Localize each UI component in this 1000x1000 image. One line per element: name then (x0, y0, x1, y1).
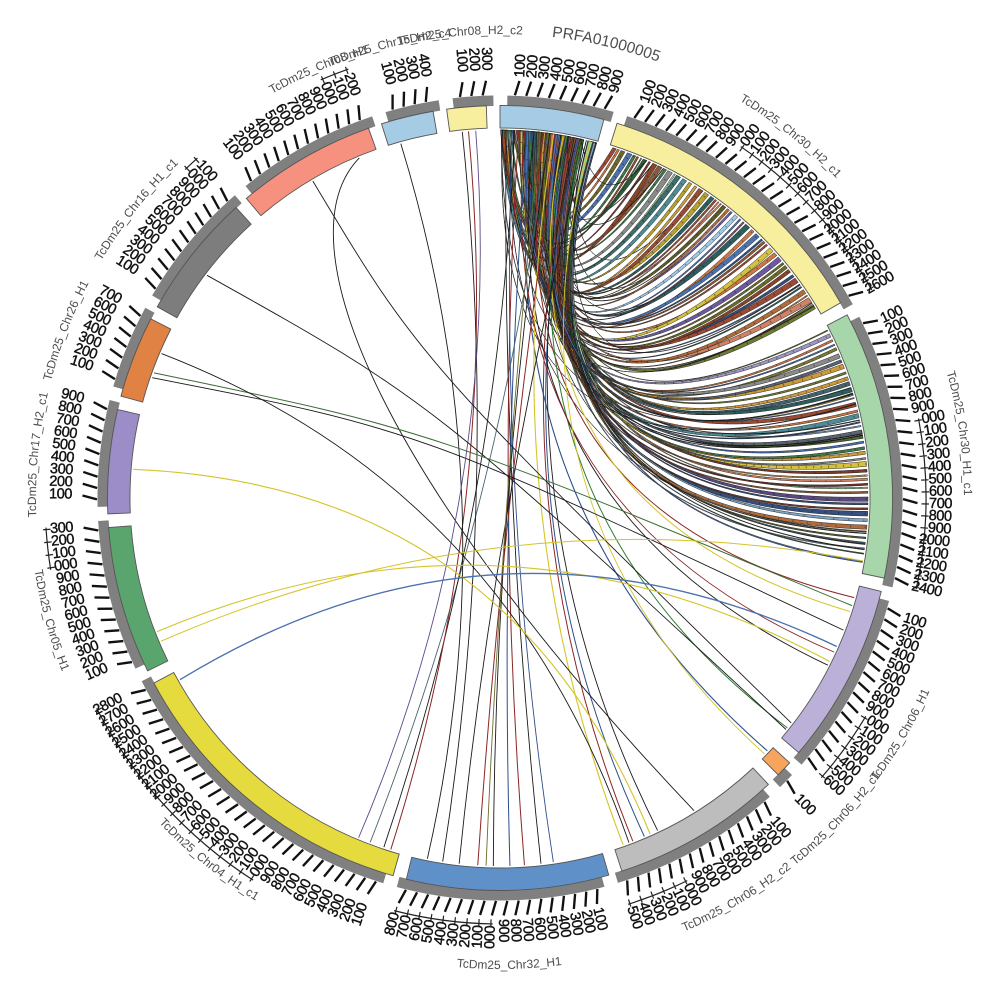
svg-text:500: 500 (559, 58, 579, 84)
svg-text:500: 500 (896, 349, 923, 372)
svg-text:TcDm25_Chr32_H1: TcDm25_Chr32_H1 (456, 954, 562, 972)
svg-text:600: 600 (900, 360, 927, 382)
svg-text:100: 100 (589, 906, 610, 932)
svg-text:200: 200 (578, 909, 598, 935)
svg-text:300: 300 (50, 520, 74, 538)
svg-text:500: 500 (928, 471, 952, 488)
svg-text:200: 200 (50, 532, 75, 550)
svg-text:200: 200 (925, 433, 950, 452)
svg-text:400: 400 (50, 448, 75, 466)
svg-text:300: 300 (49, 461, 73, 478)
svg-text:800: 800 (928, 508, 952, 525)
svg-text:900: 900 (59, 386, 85, 407)
svg-text:200: 200 (898, 621, 925, 643)
svg-text:700: 700 (519, 918, 536, 942)
svg-text:400: 400 (554, 913, 573, 938)
svg-text:600: 600 (929, 483, 953, 499)
svg-text:300: 300 (536, 55, 554, 80)
svg-text:800: 800 (595, 65, 616, 92)
svg-text:800: 800 (57, 579, 83, 600)
svg-text:700: 700 (60, 591, 86, 612)
svg-text:900: 900 (927, 520, 951, 538)
svg-text:400: 400 (432, 921, 451, 946)
svg-text:800: 800 (57, 398, 83, 418)
svg-text:500: 500 (66, 615, 93, 637)
svg-text:100: 100 (68, 352, 95, 374)
svg-text:700: 700 (929, 496, 953, 512)
svg-text:400: 400 (635, 900, 658, 927)
svg-text:200: 200 (49, 474, 73, 491)
svg-text:800: 800 (382, 911, 403, 938)
svg-text:300: 300 (566, 911, 586, 937)
svg-text:700: 700 (55, 411, 81, 431)
svg-text:800: 800 (507, 918, 524, 942)
svg-text:100: 100 (470, 925, 487, 949)
svg-text:400: 400 (892, 337, 919, 360)
svg-text:300: 300 (894, 633, 921, 656)
svg-text:500: 500 (419, 919, 439, 945)
svg-text:100: 100 (52, 544, 77, 563)
svg-text:2200: 2200 (915, 555, 948, 576)
svg-text:500: 500 (623, 904, 645, 931)
svg-text:900: 900 (910, 397, 936, 418)
svg-text:600: 600 (53, 423, 78, 442)
svg-text:100: 100 (49, 486, 72, 502)
svg-text:900: 900 (55, 567, 81, 587)
svg-text:2400: 2400 (910, 578, 944, 600)
svg-text:500: 500 (542, 915, 561, 940)
svg-text:400: 400 (414, 52, 434, 78)
svg-text:200: 200 (337, 897, 360, 924)
svg-text:600: 600 (63, 603, 90, 625)
svg-text:000: 000 (920, 407, 946, 427)
svg-text:200: 200 (389, 57, 410, 83)
svg-text:100: 100 (923, 420, 949, 439)
svg-text:200: 200 (72, 340, 99, 363)
svg-text:400: 400 (927, 458, 951, 476)
svg-text:100: 100 (512, 54, 529, 78)
svg-text:800: 800 (907, 385, 933, 406)
svg-text:200: 200 (340, 71, 363, 98)
svg-text:300: 300 (478, 47, 495, 71)
svg-text:300: 300 (444, 922, 462, 947)
svg-text:700: 700 (583, 62, 604, 88)
svg-text:000: 000 (53, 556, 79, 575)
svg-text:400: 400 (889, 644, 917, 667)
svg-text:600: 600 (407, 916, 427, 942)
svg-text:200: 200 (457, 924, 475, 949)
svg-text:300: 300 (74, 638, 101, 661)
svg-text:900: 900 (606, 68, 628, 95)
svg-text:400: 400 (70, 626, 97, 649)
svg-text:2100: 2100 (917, 543, 950, 563)
svg-text:2300: 2300 (913, 567, 946, 588)
svg-text:100: 100 (637, 78, 660, 105)
svg-text:000: 000 (482, 925, 498, 949)
svg-text:200: 200 (465, 47, 482, 71)
svg-text:100: 100 (349, 901, 372, 928)
svg-text:900: 900 (495, 919, 511, 942)
svg-text:2000: 2000 (918, 531, 950, 550)
svg-text:400: 400 (548, 57, 567, 82)
svg-text:300: 300 (402, 55, 422, 81)
svg-text:600: 600 (571, 60, 591, 86)
svg-text:700: 700 (394, 914, 415, 940)
svg-text:700: 700 (904, 372, 931, 394)
svg-text:300: 300 (926, 445, 951, 463)
svg-text:100: 100 (452, 48, 470, 73)
svg-text:200: 200 (524, 54, 542, 78)
svg-text:100: 100 (377, 60, 398, 87)
svg-text:500: 500 (51, 436, 76, 455)
svg-text:100: 100 (901, 610, 928, 632)
svg-text:600: 600 (531, 916, 549, 941)
